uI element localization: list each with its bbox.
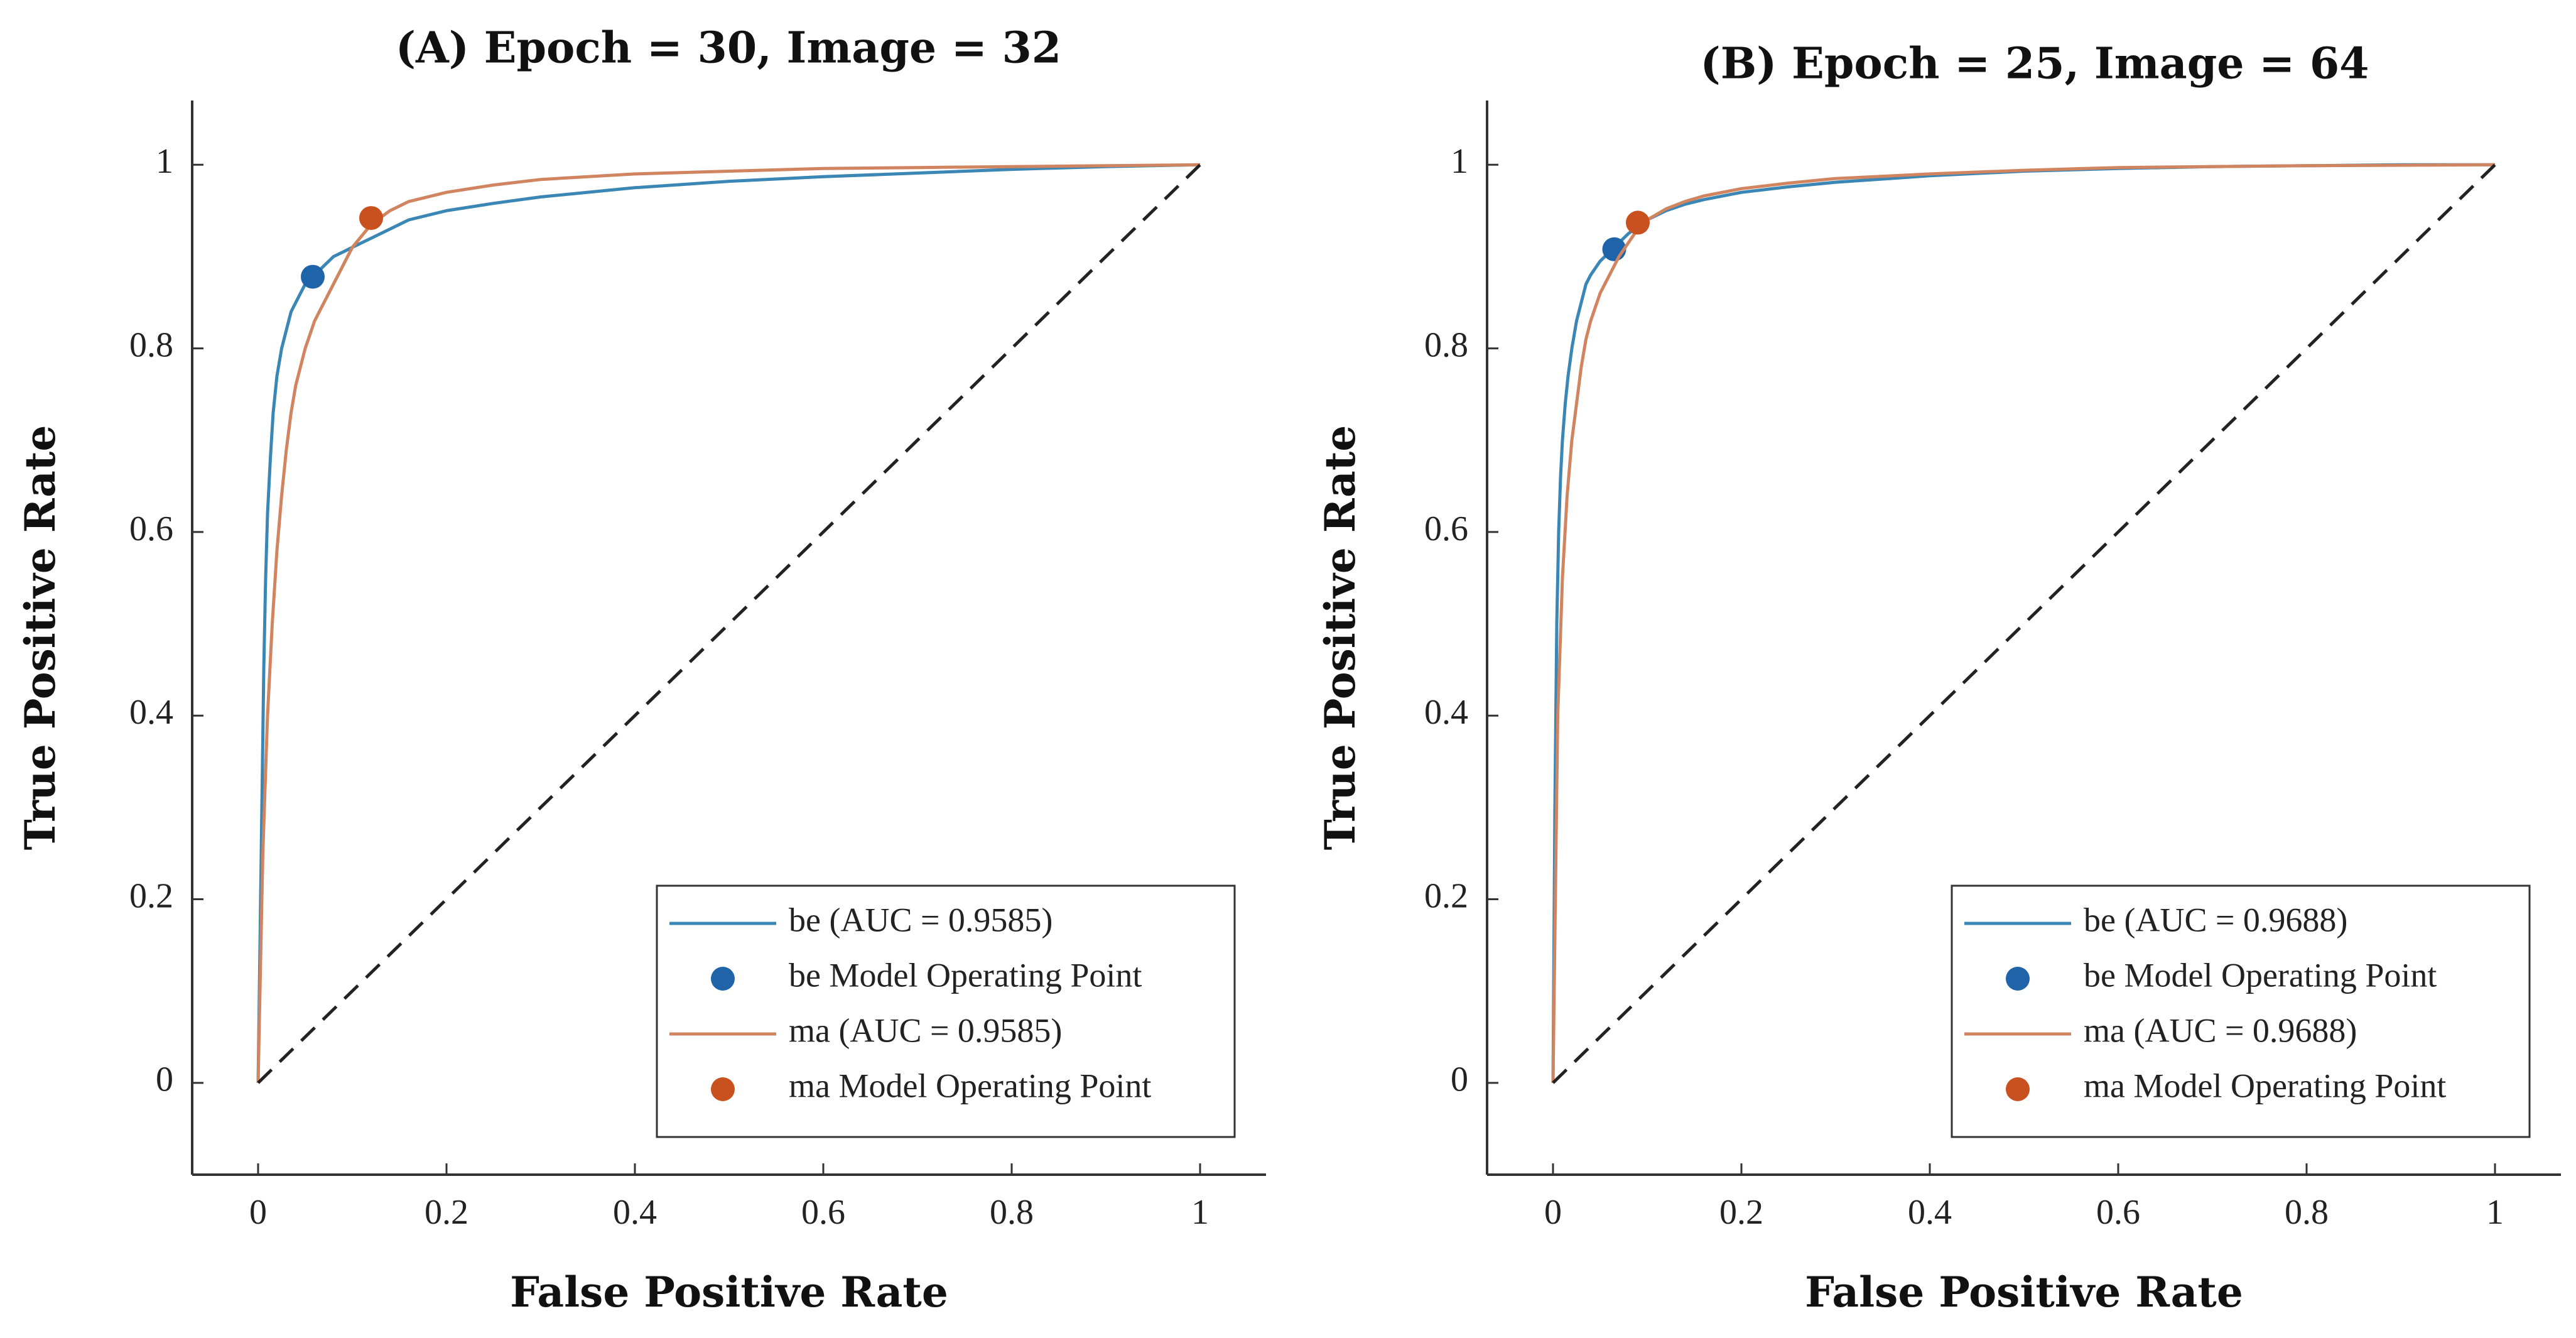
- y-tick-label: 0.4: [1424, 693, 1468, 732]
- legend-box: [1951, 884, 2531, 1138]
- x-tick-label: 0.2: [425, 1193, 468, 1232]
- legend-box: [656, 884, 1236, 1138]
- operating-point-marker: [1626, 210, 1650, 235]
- y-tick-label: 0.6: [1424, 509, 1468, 548]
- legend: be (AUC = 0.9688) be Model Operating Poin…: [1951, 884, 2531, 1138]
- legend-label: ma Model Operating Point: [789, 1067, 1151, 1104]
- chance-diagonal-line: [1552, 163, 2496, 1084]
- y-tick-label: 0: [1451, 1060, 1468, 1099]
- x-axis-label: False Positive Rate: [1805, 1268, 2243, 1317]
- roc-curve-line: [256, 163, 1201, 1083]
- y-tick-label: 0.2: [129, 876, 173, 915]
- x-tick-label: 0.2: [1719, 1193, 1763, 1232]
- chart-panel-1: (B) Epoch = 25, Image = 64 0 0.2 0.4 0.6 0.8 1…: [1316, 39, 2561, 1317]
- chance-diagonal-line: [257, 163, 1201, 1084]
- legend: be (AUC = 0.9585) be Model Operating Poin…: [656, 884, 1236, 1138]
- chart-title: (B) Epoch = 25, Image = 64: [1701, 39, 2369, 89]
- x-tick-label: 0: [1544, 1193, 1562, 1232]
- y-tick-label: 0.4: [129, 693, 173, 732]
- y-axis-label: True Positive Rate: [1316, 425, 1365, 851]
- x-tick-label: 0.4: [613, 1193, 657, 1232]
- y-tick-label: 0.8: [1424, 325, 1468, 364]
- y-axis-label: True Positive Rate: [16, 425, 65, 851]
- operating-point-marker: [301, 264, 325, 289]
- y-tick-label: 0.8: [129, 325, 173, 364]
- y-tick-label: 1: [1451, 142, 1468, 181]
- legend-swatch-dot: [711, 1077, 735, 1101]
- x-tick-label: 0.8: [2285, 1193, 2329, 1232]
- y-tick-label: 0.2: [1424, 876, 1468, 915]
- legend-label: ma (AUC = 0.9585): [789, 1011, 1062, 1049]
- legend-swatch-dot: [2006, 967, 2030, 991]
- x-tick-label: 0.6: [801, 1193, 845, 1232]
- legend-swatch-dot: [2006, 1077, 2030, 1101]
- legend-label: be (AUC = 0.9585): [789, 901, 1053, 938]
- legend-label: ma (AUC = 0.9688): [2084, 1011, 2357, 1049]
- legend-label: be Model Operating Point: [789, 956, 1142, 994]
- x-tick-label: 0.6: [2096, 1193, 2140, 1232]
- legend-label: ma Model Operating Point: [2084, 1067, 2446, 1104]
- y-tick-label: 0: [156, 1060, 173, 1099]
- x-axis-label: False Positive Rate: [510, 1268, 948, 1317]
- y-tick-label: 0.6: [129, 509, 173, 548]
- y-tick-label: 1: [156, 142, 173, 181]
- operating-point-marker: [359, 206, 383, 231]
- chart-title: (A) Epoch = 30, Image = 32: [396, 23, 1061, 73]
- legend-swatch-dot: [711, 967, 735, 991]
- x-tick-label: 0: [249, 1193, 267, 1232]
- roc-curve-line: [1551, 163, 2496, 1083]
- roc-curve-line: [256, 163, 1201, 1083]
- x-tick-label: 0.8: [990, 1193, 1034, 1232]
- legend-label: be Model Operating Point: [2084, 956, 2437, 994]
- x-tick-label: 1: [1191, 1193, 1209, 1232]
- legend-label: be (AUC = 0.9688): [2084, 901, 2347, 938]
- x-tick-label: 1: [2486, 1193, 2504, 1232]
- x-tick-label: 0.4: [1908, 1193, 1952, 1232]
- chart-panel-0: (A) Epoch = 30, Image = 32 0 0.2 0.4 0.6 0.8 1…: [16, 23, 1266, 1317]
